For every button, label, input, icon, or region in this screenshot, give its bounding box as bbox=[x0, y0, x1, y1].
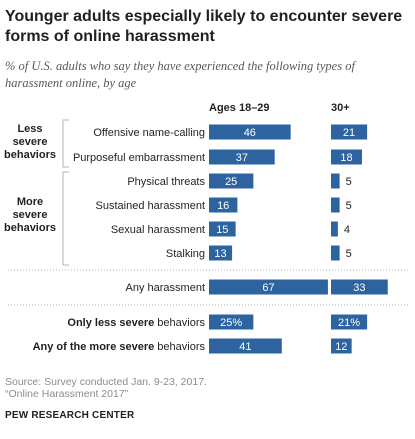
data-label: 5 bbox=[346, 200, 352, 212]
bar-30-plus bbox=[331, 173, 340, 189]
row-label-part: behaviors bbox=[154, 341, 205, 353]
group-label-line: behaviors bbox=[4, 222, 56, 234]
row-label: Only less severe behaviors bbox=[67, 317, 205, 329]
data-label: 21% bbox=[338, 317, 360, 329]
data-label: 4 bbox=[344, 224, 350, 236]
row-label: Sustained harassment bbox=[96, 200, 205, 212]
bar-30-plus bbox=[331, 338, 352, 354]
bar-ages-18-29 bbox=[209, 173, 254, 189]
row-label: Sexual harassment bbox=[111, 224, 205, 236]
column-header-30-plus: 30+ bbox=[331, 102, 350, 114]
bar-chart: Ages 18–29 30+LessseverebehaviorsMoreseve… bbox=[4, 102, 410, 354]
data-label: 13 bbox=[214, 248, 226, 260]
footer-source: Source: Survey conducted Jan. 9-23, 2017… bbox=[5, 376, 207, 400]
bar-ages-18-29 bbox=[209, 149, 275, 165]
row-label: Offensive name-calling bbox=[93, 127, 205, 139]
group-label-line: behaviors bbox=[4, 149, 56, 161]
data-label: 12 bbox=[335, 341, 347, 353]
bar-30-plus bbox=[331, 245, 340, 261]
row-label-part: Any of the more severe bbox=[33, 341, 155, 353]
row-label: Any of the more severe behaviors bbox=[33, 341, 206, 353]
data-label: 25% bbox=[220, 317, 242, 329]
bar-ages-18-29 bbox=[209, 314, 254, 330]
organization-name: PEW RESEARCH CENTER bbox=[5, 410, 135, 421]
bar-ages-18-29 bbox=[209, 124, 291, 140]
row-label: Purposeful embarrassment bbox=[73, 152, 205, 164]
bar-30-plus bbox=[331, 314, 368, 330]
group-bracket bbox=[62, 171, 69, 266]
data-label: 37 bbox=[236, 152, 248, 164]
data-label: 21 bbox=[343, 127, 355, 139]
bar-ages-18-29 bbox=[209, 279, 328, 295]
row-label: Any harassment bbox=[126, 282, 205, 294]
report-name: “Online Harassment 2017” bbox=[5, 388, 129, 400]
chart-title: Younger adults especially likely to enco… bbox=[5, 8, 403, 45]
bar-30-plus bbox=[331, 149, 362, 165]
row-label-part: Only less severe bbox=[67, 317, 154, 329]
row-label: Stalking bbox=[166, 248, 205, 260]
data-label: 46 bbox=[244, 127, 256, 139]
data-label: 16 bbox=[217, 200, 229, 212]
row-label-part: behaviors bbox=[154, 317, 205, 329]
group-label-line: Less bbox=[17, 123, 42, 135]
source-note: Source: Survey conducted Jan. 9-23, 2017… bbox=[5, 376, 207, 388]
bar-30-plus bbox=[331, 197, 340, 213]
data-label: 5 bbox=[346, 176, 352, 188]
bar-ages-18-29 bbox=[209, 338, 282, 354]
group-label-line: severe bbox=[13, 136, 48, 148]
data-label: 5 bbox=[346, 248, 352, 260]
bar-ages-18-29 bbox=[209, 197, 238, 213]
bar-30-plus bbox=[331, 279, 388, 295]
group-bracket bbox=[62, 119, 69, 168]
group-label-line: severe bbox=[13, 209, 48, 221]
bar-ages-18-29 bbox=[209, 245, 233, 261]
data-label: 67 bbox=[262, 282, 274, 294]
data-label: 25 bbox=[225, 176, 237, 188]
chart-subtitle: % of U.S. adults who say they have exper… bbox=[5, 59, 355, 90]
group-label-line: More bbox=[17, 196, 43, 208]
bar-30-plus bbox=[331, 124, 368, 140]
column-header-ages-18-29: Ages 18–29 bbox=[209, 102, 270, 114]
data-label: 18 bbox=[340, 152, 352, 164]
data-label: 33 bbox=[353, 282, 365, 294]
bar-30-plus bbox=[331, 221, 338, 237]
bar-ages-18-29 bbox=[209, 221, 236, 237]
data-label: 41 bbox=[239, 341, 251, 353]
row-label: Physical threats bbox=[127, 176, 205, 188]
data-label: 15 bbox=[216, 224, 228, 236]
